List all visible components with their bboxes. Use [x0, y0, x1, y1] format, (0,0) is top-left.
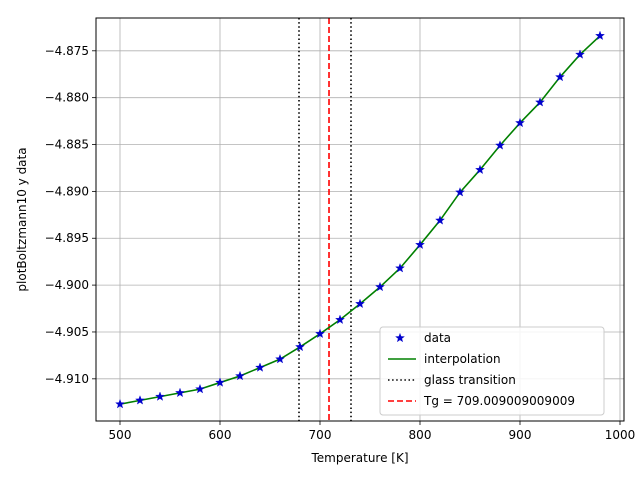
y-tick-label: −4.890 [45, 184, 89, 198]
data-point [215, 377, 225, 387]
y-tick-label: −4.885 [45, 138, 89, 152]
axes-frame [95, 17, 625, 422]
plot-area [115, 30, 605, 409]
x-tick-label: 1000 [605, 428, 636, 442]
x-tick-label: 500 [109, 428, 132, 442]
x-tick-label: 600 [209, 428, 232, 442]
data-point [135, 395, 145, 405]
data-point [495, 140, 505, 150]
data-point [355, 298, 365, 309]
data-point [575, 49, 585, 59]
data-point [415, 239, 425, 250]
y-tick-label: −4.895 [45, 231, 89, 245]
reference-lines [298, 18, 352, 421]
x-axis: 500 600 700 800 900 1000 [109, 421, 636, 442]
y-tick-label: −4.905 [45, 325, 89, 339]
legend-label: interpolation [424, 352, 501, 366]
x-tick-label: 900 [509, 428, 532, 442]
data-point [115, 398, 125, 409]
data-point [195, 383, 205, 394]
data-point [235, 370, 245, 381]
data-point [455, 187, 465, 197]
data-point [555, 71, 565, 82]
data-point [295, 341, 305, 352]
y-tick-label: −4.880 [45, 91, 89, 105]
y-tick-label: −4.910 [45, 372, 89, 386]
y-tick-label: −4.900 [45, 278, 89, 292]
data-point [335, 314, 345, 324]
grid [96, 18, 624, 421]
legend-box [379, 326, 605, 416]
legend-label: glass transition [424, 373, 516, 387]
data-point [435, 215, 445, 225]
y-axis-label: plotBoltzmann10 y data [15, 147, 29, 291]
legend-marker-data [395, 332, 405, 343]
y-axis: −4.910 −4.905 −4.900 −4.895 −4.890 −4.885 −4.8… [45, 44, 96, 386]
x-tick-label: 800 [409, 428, 432, 442]
data-point [255, 362, 265, 372]
y-tick-label: −4.875 [45, 44, 89, 58]
data-point [155, 391, 165, 401]
x-axis-label: Temperature [K] [310, 451, 408, 465]
legend-label: data [424, 331, 451, 345]
data-point [175, 387, 185, 398]
data-point [275, 353, 285, 364]
data-point [595, 30, 605, 41]
legend-label: Tg = 709.009009009009 [423, 394, 575, 408]
data-point [515, 117, 525, 128]
data-point [375, 281, 385, 292]
x-tick-label: 700 [309, 428, 332, 442]
data-point [315, 328, 325, 339]
data-point [475, 164, 485, 175]
data-point [535, 97, 545, 107]
legend: data interpolation glass transition Tg = 70… [379, 326, 605, 416]
data-point [395, 263, 405, 273]
